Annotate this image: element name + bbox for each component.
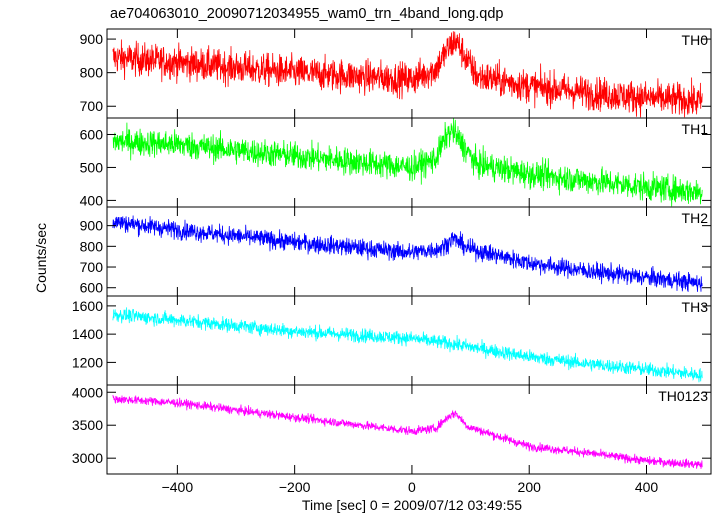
y-tick-label: 600: [80, 126, 104, 142]
panel-th1: 400 500 600 TH1: [80, 117, 712, 208]
x-tick-label: 0: [408, 479, 416, 495]
y-tick-label: 500: [80, 159, 104, 175]
band-label-th3: TH3: [682, 299, 709, 315]
y-tick-label: 3500: [72, 417, 103, 433]
panel-th2: 600 700 800 900 TH2: [80, 206, 712, 297]
x-tick-label: 400: [635, 479, 659, 495]
y-tick-label: 400: [80, 192, 104, 208]
band-label-th0: TH0: [682, 32, 709, 48]
series-line-th3: [112, 307, 703, 383]
chart-title: ae704063010_20090712034955_wam0_trn_4ban…: [110, 6, 503, 22]
y-tick-label: 1200: [72, 354, 103, 370]
series-line-th0123: [112, 394, 703, 469]
band-label-th2: TH2: [682, 210, 709, 226]
y-tick-label: 600: [80, 280, 104, 296]
panel-th3: 1200 1400 1600 TH3: [72, 295, 712, 386]
y-tick-label: 800: [80, 238, 104, 254]
y-tick-label: 800: [80, 65, 104, 81]
panel-frame: [106, 206, 712, 297]
x-tick-label: −200: [279, 479, 311, 495]
x-tick-label: 200: [518, 479, 542, 495]
panels: 700 800 900 TH0 400 500 600 TH1 600 700 800 900 TH2 1…: [72, 28, 712, 495]
y-tick-label: 4000: [72, 384, 103, 400]
panel-frame: [106, 384, 712, 475]
series-line-th1: [112, 118, 703, 207]
y-tick-label: 3000: [72, 450, 103, 466]
y-tick-label: 900: [80, 31, 104, 47]
panel-th0123: 3000 3500 4000 TH0123: [72, 384, 712, 475]
panel-th0: 700 800 900 TH0: [80, 28, 712, 119]
band-label-th0123: TH0123: [658, 388, 708, 404]
y-axis-label: Counts/sec: [33, 223, 49, 293]
y-tick-label: 900: [80, 218, 104, 234]
series-line-th2: [112, 215, 703, 292]
y-tick-label: 700: [80, 98, 104, 114]
x-axis-label: Time [sec] 0 = 2009/07/12 03:49:55: [302, 497, 522, 513]
series-line-th0: [112, 31, 703, 118]
y-tick-label: 1400: [72, 326, 103, 342]
y-tick-label: 1600: [72, 298, 103, 314]
x-tick-label: −400: [162, 479, 194, 495]
band-label-th1: TH1: [682, 121, 709, 137]
y-tick-label: 700: [80, 259, 104, 275]
